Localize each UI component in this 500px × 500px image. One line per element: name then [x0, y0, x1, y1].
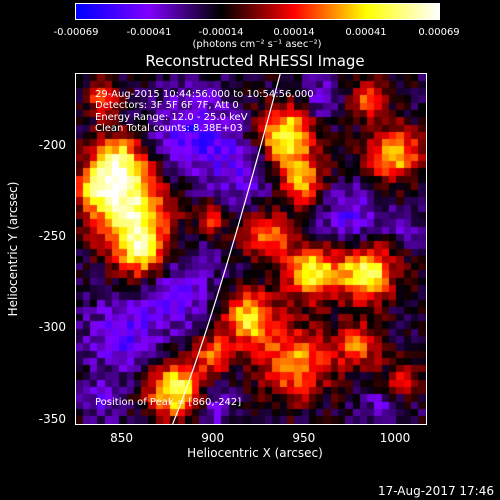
annotation-total-counts: Clean Total counts: 8.38E+03 — [95, 123, 243, 134]
plot-frame — [75, 73, 427, 425]
x-tick-label: 950 — [292, 431, 316, 445]
colorbar-units: (photons cm⁻² s⁻¹ asec⁻²) — [192, 39, 322, 50]
x-axis-label: Heliocentric X (arcsec) — [187, 446, 323, 460]
colorbar-tick-label: 0.00069 — [418, 27, 460, 38]
heatmap-overlay — [172, 74, 281, 424]
annotation-detectors: Detectors: 3F 5F 6F 7F, Att 0 — [95, 100, 239, 111]
y-tick-label: -300 — [38, 320, 66, 335]
plot-timestamp: 17-Aug-2017 17:46 — [377, 484, 494, 498]
heatmap-image — [76, 74, 426, 424]
solar-limb-line — [172, 74, 281, 424]
y-tick-label: -350 — [38, 411, 66, 426]
annotation-time-range: 29-Aug-2015 10:44:56.000 to 10:54:56.000 — [95, 89, 314, 100]
y-tick-label: -250 — [38, 229, 66, 244]
colorbar-tick-label: -0.00041 — [126, 27, 172, 38]
y-axis-label: Heliocentric Y (arcsec) — [6, 181, 20, 317]
colorbar-tick-label: -0.00069 — [53, 27, 99, 38]
x-tick-label: 900 — [201, 431, 225, 445]
x-tick-label: 1000 — [379, 431, 411, 445]
annotation-energy-range: Energy Range: 12.0 - 25.0 keV — [95, 112, 248, 123]
colorbar-tick-label: -0.00014 — [198, 27, 244, 38]
colorbar-tick-label: 0.00041 — [345, 27, 387, 38]
y-tick-label: -200 — [38, 138, 66, 153]
annotation-peak-position: Position of Peak = [860,-242] — [95, 397, 242, 408]
colorbar-tick-label: 0.00014 — [273, 27, 315, 38]
colorbar — [75, 3, 440, 20]
chart-title: Reconstructed RHESSI Image — [145, 52, 365, 70]
x-tick-label: 850 — [110, 431, 134, 445]
